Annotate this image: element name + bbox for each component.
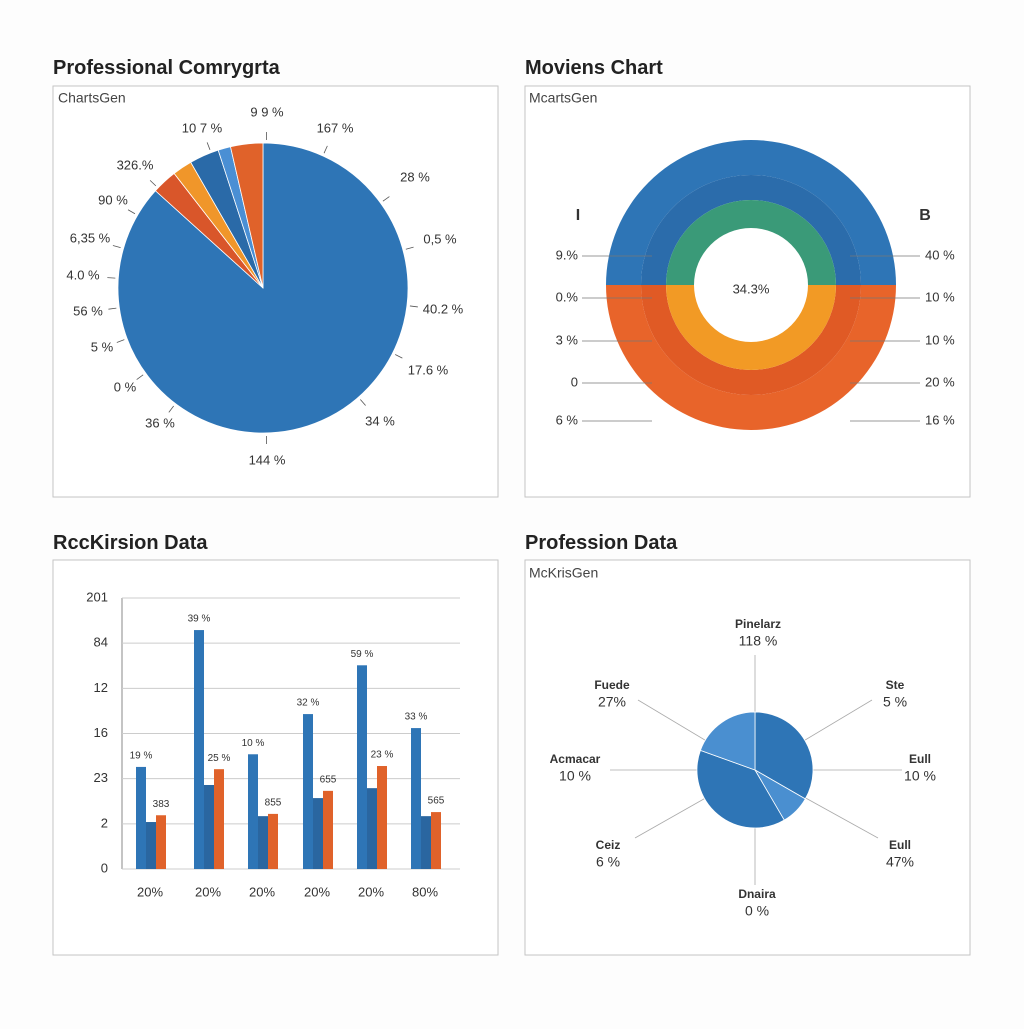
annotation: 0 %: [114, 379, 137, 394]
bar: [146, 822, 156, 869]
side-label: I: [576, 207, 580, 224]
x-tick-label: 20%: [358, 884, 384, 899]
annotation: 17.6 %: [408, 362, 449, 377]
x-tick-label: 80%: [412, 884, 438, 899]
callout-name: Fuede: [594, 678, 630, 692]
annotation: 4.0 %: [66, 267, 100, 282]
bar-note: 39 %: [188, 614, 211, 625]
callout-name: Eull: [909, 752, 931, 766]
y-tick-label: 16: [94, 725, 108, 740]
annotation: 16 %: [925, 412, 955, 427]
annotation: 5 %: [91, 339, 114, 354]
callout-name: Pinelarz: [735, 617, 781, 631]
bar-note: 565: [428, 796, 445, 807]
center-label: 34.3%: [733, 281, 770, 296]
annotation: 90 %: [98, 192, 128, 207]
annotation: 0: [571, 374, 578, 389]
bar: [357, 665, 367, 869]
y-tick-label: 23: [94, 770, 108, 785]
callout-name: Ceiz: [596, 838, 621, 852]
bar: [431, 812, 441, 869]
bar-note: 23 %: [371, 750, 394, 761]
chart-title: Professional Comrygrta: [53, 57, 281, 79]
bar: [136, 767, 146, 869]
bar-note: 855: [265, 798, 282, 809]
leader-line: [107, 278, 115, 279]
annotation: 36 %: [145, 415, 175, 430]
y-tick-label: 12: [94, 680, 108, 695]
chart-title: Profession Data: [525, 532, 678, 554]
callout-value: 5 %: [883, 694, 907, 710]
annotation: 326.%: [117, 157, 154, 172]
x-tick-label: 20%: [249, 884, 275, 899]
annotation: 0.%: [556, 289, 579, 304]
bar: [303, 714, 313, 869]
chart-subtitle: McartsGen: [529, 90, 597, 106]
callout-value: 6 %: [596, 854, 620, 870]
x-tick-label: 20%: [195, 884, 221, 899]
annotation: 6,35 %: [70, 230, 111, 245]
callout-name: Eull: [889, 838, 911, 852]
annotation: 144 %: [249, 452, 286, 467]
chart-title: RccKirsion Data: [53, 532, 208, 554]
callout-name: Dnaira: [738, 887, 776, 901]
annotation: 40 %: [925, 247, 955, 262]
y-tick-label: 201: [86, 589, 108, 604]
bar: [323, 791, 333, 869]
annotation: 34 %: [365, 413, 395, 428]
bar-note: 10 %: [242, 738, 265, 749]
callout-value: 27%: [598, 694, 626, 710]
bar-note: 25 %: [208, 753, 231, 764]
callout-value: 47%: [886, 854, 914, 870]
bar: [313, 798, 323, 869]
callout-name: Ste: [886, 678, 905, 692]
bar: [411, 728, 421, 869]
callout-value: 0 %: [745, 903, 769, 919]
annotation: 9.%: [556, 247, 579, 262]
annotation: 0,5 %: [423, 231, 457, 246]
chart-subtitle: McKrisGen: [529, 565, 598, 581]
bar: [268, 814, 278, 869]
bar: [248, 754, 258, 869]
bar: [421, 816, 431, 869]
annotation: 10 %: [925, 332, 955, 347]
annotation: 56 %: [73, 303, 103, 318]
bar-note: 59 %: [351, 649, 374, 660]
bar-note: 19 %: [130, 751, 153, 762]
bar: [194, 630, 204, 869]
chart-title: Moviens Chart: [525, 57, 663, 79]
annotation: 28 %: [400, 169, 430, 184]
y-tick-label: 84: [94, 635, 108, 650]
bar-note: 655: [320, 775, 337, 786]
annotation: 9 9 %: [250, 104, 284, 119]
callout-value: 118 %: [739, 633, 778, 649]
annotation: 40.2 %: [423, 301, 464, 316]
callout-name: Acmacar: [550, 752, 601, 766]
bar: [156, 815, 166, 869]
annotation: 167 %: [317, 120, 354, 135]
callout-value: 10 %: [559, 768, 591, 784]
bar-note: 33 %: [405, 712, 428, 723]
bar: [377, 766, 387, 869]
x-tick-label: 20%: [304, 884, 330, 899]
bar: [204, 785, 214, 869]
callout-value: 10 %: [904, 768, 936, 784]
annotation: 6 %: [556, 412, 579, 427]
bar: [367, 788, 377, 869]
y-tick-label: 0: [101, 860, 108, 875]
y-tick-label: 2: [101, 815, 108, 830]
annotation: 3 %: [556, 332, 579, 347]
side-label: B: [919, 207, 931, 224]
chart-subtitle: ChartsGen: [58, 90, 126, 106]
bar: [214, 769, 224, 869]
bar-note: 383: [153, 799, 170, 810]
annotation: 10 %: [925, 289, 955, 304]
bar: [258, 816, 268, 869]
x-tick-label: 20%: [137, 884, 163, 899]
annotation: 10 7 %: [182, 120, 223, 135]
annotation: 20 %: [925, 374, 955, 389]
bar-note: 32 %: [297, 698, 320, 709]
